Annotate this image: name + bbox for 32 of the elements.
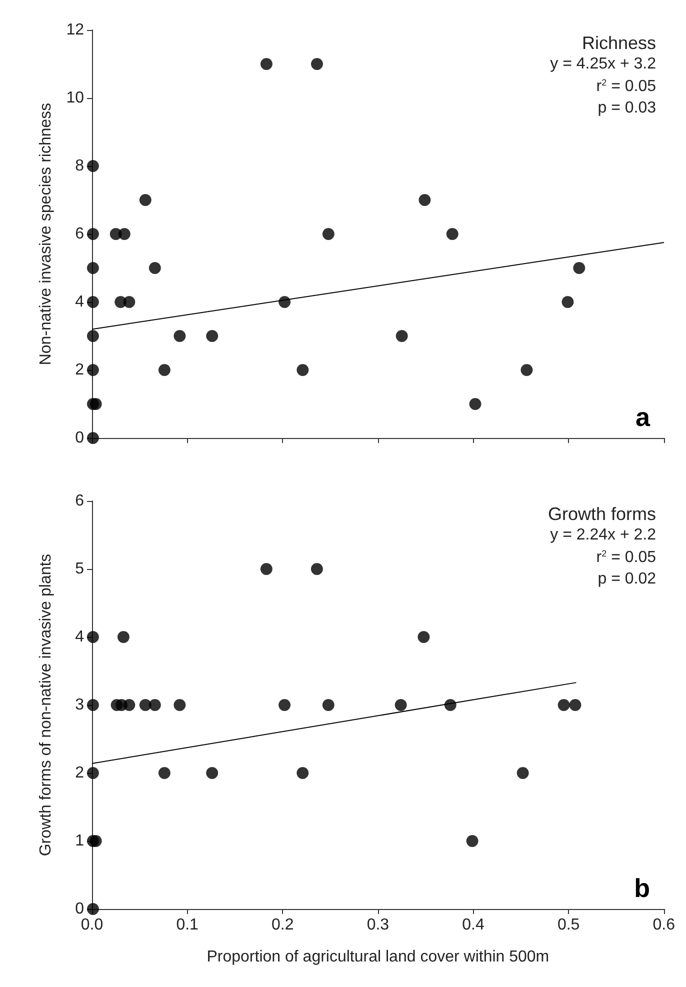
x-tick-label: 0.0 [80, 916, 104, 934]
annotation: p = 0.02 [598, 570, 656, 588]
annotation: Richness [582, 33, 656, 53]
x-tick-label: 0.6 [652, 916, 676, 934]
annotation: p = 0.03 [598, 100, 656, 116]
annotation: y = 2.24x + 2.2 [550, 526, 656, 544]
y-tick-label: 10 [66, 90, 84, 106]
x-tick-label: 0.5 [557, 916, 580, 934]
y-tick-label: 1 [75, 832, 84, 850]
y-tick-label: 6 [75, 492, 84, 510]
y-axis-title: Non-native invasive species richness [38, 102, 54, 366]
y-axis-title: Growth forms of non-native invasive plants [38, 554, 54, 856]
y-tick-label: 3 [75, 696, 84, 714]
y-tick-label: 0 [75, 430, 84, 446]
y-tick-label: 5 [75, 560, 84, 578]
x-tick-label: 0.1 [176, 916, 199, 934]
annotation: y = 4.25x + 3.2 [550, 56, 656, 72]
annotation: b [634, 873, 650, 903]
annotation: a [636, 402, 651, 432]
y-tick-label: 2 [75, 362, 84, 378]
y-tick-label: 2 [75, 764, 84, 782]
x-axis-title: Proportion of agricultural land cover within 500m [206, 948, 550, 966]
y-tick-label: 6 [75, 226, 84, 242]
x-tick-label: 0.2 [272, 916, 294, 934]
y-tick-label: 4 [75, 294, 84, 310]
annotation: Growth forms [548, 504, 656, 524]
y-tick-label: 4 [75, 628, 84, 646]
y-tick-label: 12 [66, 22, 84, 38]
x-tick-label: 0.3 [366, 916, 390, 934]
y-tick-label: 0 [75, 900, 84, 918]
y-tick-label: 8 [75, 158, 84, 174]
x-tick-label: 0.4 [462, 916, 484, 934]
